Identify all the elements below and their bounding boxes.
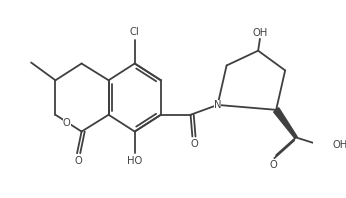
Text: OH: OH	[332, 140, 346, 150]
Text: HO: HO	[127, 156, 142, 166]
Text: Cl: Cl	[130, 27, 139, 37]
Polygon shape	[274, 108, 297, 138]
Text: OH: OH	[252, 28, 267, 38]
Text: O: O	[63, 118, 71, 128]
Text: N: N	[214, 100, 221, 110]
Text: O: O	[190, 139, 198, 149]
Text: O: O	[270, 160, 277, 170]
Text: O: O	[75, 156, 83, 166]
